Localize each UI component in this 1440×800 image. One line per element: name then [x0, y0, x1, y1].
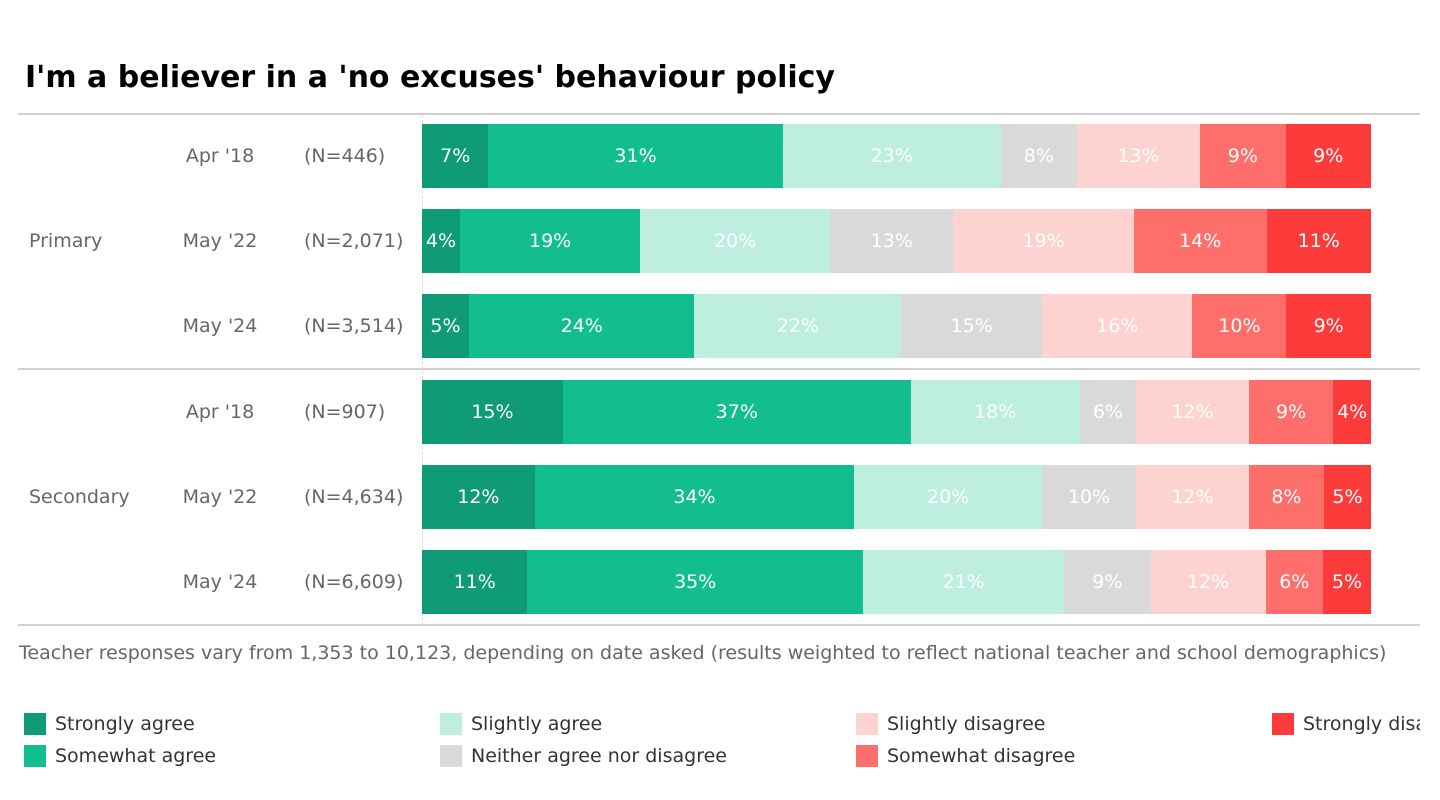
row-sample-size: (N=6,609) [304, 571, 404, 593]
bar-segment-slightly-disagree: 12% [1136, 465, 1249, 529]
legend-swatch [440, 713, 462, 735]
bar-segment-strongly-agree: 12% [422, 465, 535, 529]
bar-segment-somewhat-disagree: 6% [1265, 550, 1324, 614]
legend-item[interactable]: Strongly disagree [1272, 713, 1420, 735]
bar-segment-somewhat-agree: 37% [562, 380, 911, 444]
footnote: Teacher responses vary from 1,353 to 10,… [19, 642, 1387, 664]
legend-swatch [856, 745, 878, 767]
bar-segment-somewhat-disagree: 8% [1248, 465, 1324, 529]
bar-segment-strongly-disagree: 9% [1286, 294, 1371, 358]
legend-label: Somewhat agree [55, 745, 217, 767]
bar-segment-strongly-agree: 7% [422, 124, 489, 188]
stacked-bar: 7% 31% 23% 8% 13% 9% 9% [422, 124, 1371, 188]
stacked-bar: 11% 35% 21% 9% 12% 6% 5% [422, 550, 1371, 614]
bar-segment-slightly-disagree: 19% [953, 209, 1134, 273]
row-sample-size: (N=3,514) [304, 315, 404, 337]
stacked-bar: 5% 24% 22% 15% 16% 10% 9% [422, 294, 1371, 358]
bar-segment-somewhat-disagree: 10% [1192, 294, 1287, 358]
legend-label: Strongly disagree [1303, 713, 1420, 735]
bar-segment-slightly-disagree: 16% [1042, 294, 1193, 358]
top-rule [18, 113, 1420, 115]
bar-segment-slightly-agree: 23% [782, 124, 1001, 188]
stacked-bar: 4% 19% 20% 13% 19% 14% 11% [422, 209, 1371, 273]
bar-segment-slightly-agree: 21% [862, 550, 1065, 614]
legend-item[interactable]: Somewhat agree [24, 745, 216, 767]
bar-segment-somewhat-disagree: 14% [1133, 209, 1267, 273]
bar-segment-strongly-disagree: 5% [1323, 550, 1371, 614]
legend-swatch [856, 713, 878, 735]
bar-segment-slightly-disagree: 12% [1150, 550, 1266, 614]
row-sample-size: (N=907) [304, 401, 386, 423]
bar-segment-neither-agree-nor-disagree: 15% [901, 294, 1043, 358]
legend-label: Strongly agree [55, 713, 195, 735]
zero-axis-line [422, 115, 423, 625]
bar-segment-strongly-agree: 5% [422, 294, 469, 358]
bottom-rule [18, 624, 1420, 626]
legend-swatch [1272, 713, 1294, 735]
legend-item[interactable]: Slightly agree [440, 713, 602, 735]
legend-item[interactable]: Slightly disagree [856, 713, 1045, 735]
legend-label: Somewhat disagree [887, 745, 1076, 767]
bar-segment-neither-agree-nor-disagree: 8% [1000, 124, 1077, 188]
row-date-label: May '22 [182, 230, 258, 252]
legend-swatch [24, 745, 46, 767]
bar-segment-somewhat-disagree: 9% [1248, 380, 1334, 444]
chart-title: I'm a believer in a 'no excuses' behavio… [25, 60, 835, 95]
legend-item[interactable]: Neither agree nor disagree [440, 745, 727, 767]
row-sample-size: (N=4,634) [304, 486, 404, 508]
bar-segment-somewhat-disagree: 9% [1200, 124, 1286, 188]
legend-swatch [24, 713, 46, 735]
bar-segment-strongly-disagree: 5% [1323, 465, 1371, 529]
bar-segment-strongly-agree: 15% [422, 380, 563, 444]
bar-segment-slightly-disagree: 13% [1076, 124, 1201, 188]
bar-segment-strongly-agree: 4% [422, 209, 460, 273]
bar-segment-slightly-agree: 20% [640, 209, 831, 273]
legend-item[interactable]: Somewhat disagree [856, 745, 1075, 767]
row-date-label: May '24 [182, 315, 258, 337]
legend-label: Slightly disagree [887, 713, 1046, 735]
bar-segment-slightly-agree: 18% [910, 380, 1080, 444]
bar-segment-strongly-disagree: 9% [1285, 124, 1371, 188]
row-sample-size: (N=446) [304, 145, 386, 167]
stacked-bar: 12% 34% 20% 10% 12% 8% 5% [422, 465, 1371, 529]
bar-segment-neither-agree-nor-disagree: 6% [1079, 380, 1137, 444]
bar-segment-somewhat-agree: 35% [527, 550, 863, 614]
bar-segment-somewhat-agree: 19% [459, 209, 641, 273]
bar-segment-strongly-disagree: 4% [1333, 380, 1371, 444]
bar-segment-slightly-agree: 22% [694, 294, 902, 358]
bar-segment-slightly-agree: 20% [854, 465, 1043, 529]
bar-segment-strongly-disagree: 11% [1266, 209, 1371, 273]
stacked-bar: 15% 37% 18% 6% 12% 9% 4% [422, 380, 1371, 444]
group-label: Secondary [29, 486, 130, 508]
bar-segment-neither-agree-nor-disagree: 10% [1042, 465, 1137, 529]
row-sample-size: (N=2,071) [304, 230, 404, 252]
bar-segment-somewhat-agree: 24% [468, 294, 695, 358]
row-date-label: Apr '18 [185, 401, 255, 423]
bar-segment-somewhat-agree: 31% [488, 124, 783, 188]
bar-segment-neither-agree-nor-disagree: 13% [830, 209, 954, 273]
bar-segment-somewhat-agree: 34% [534, 465, 855, 529]
group-label: Primary [29, 230, 103, 252]
row-date-label: May '24 [182, 571, 258, 593]
legend-label: Neither agree nor disagree [471, 745, 727, 767]
bar-segment-slightly-disagree: 12% [1136, 380, 1249, 444]
row-date-label: Apr '18 [185, 145, 255, 167]
legend-item[interactable]: Strongly agree [24, 713, 195, 735]
legend-swatch [440, 745, 462, 767]
legend-label: Slightly agree [471, 713, 603, 735]
row-date-label: May '22 [182, 486, 258, 508]
bar-segment-strongly-agree: 11% [422, 550, 528, 614]
bar-segment-neither-agree-nor-disagree: 9% [1064, 550, 1151, 614]
group-divider [18, 368, 1420, 370]
